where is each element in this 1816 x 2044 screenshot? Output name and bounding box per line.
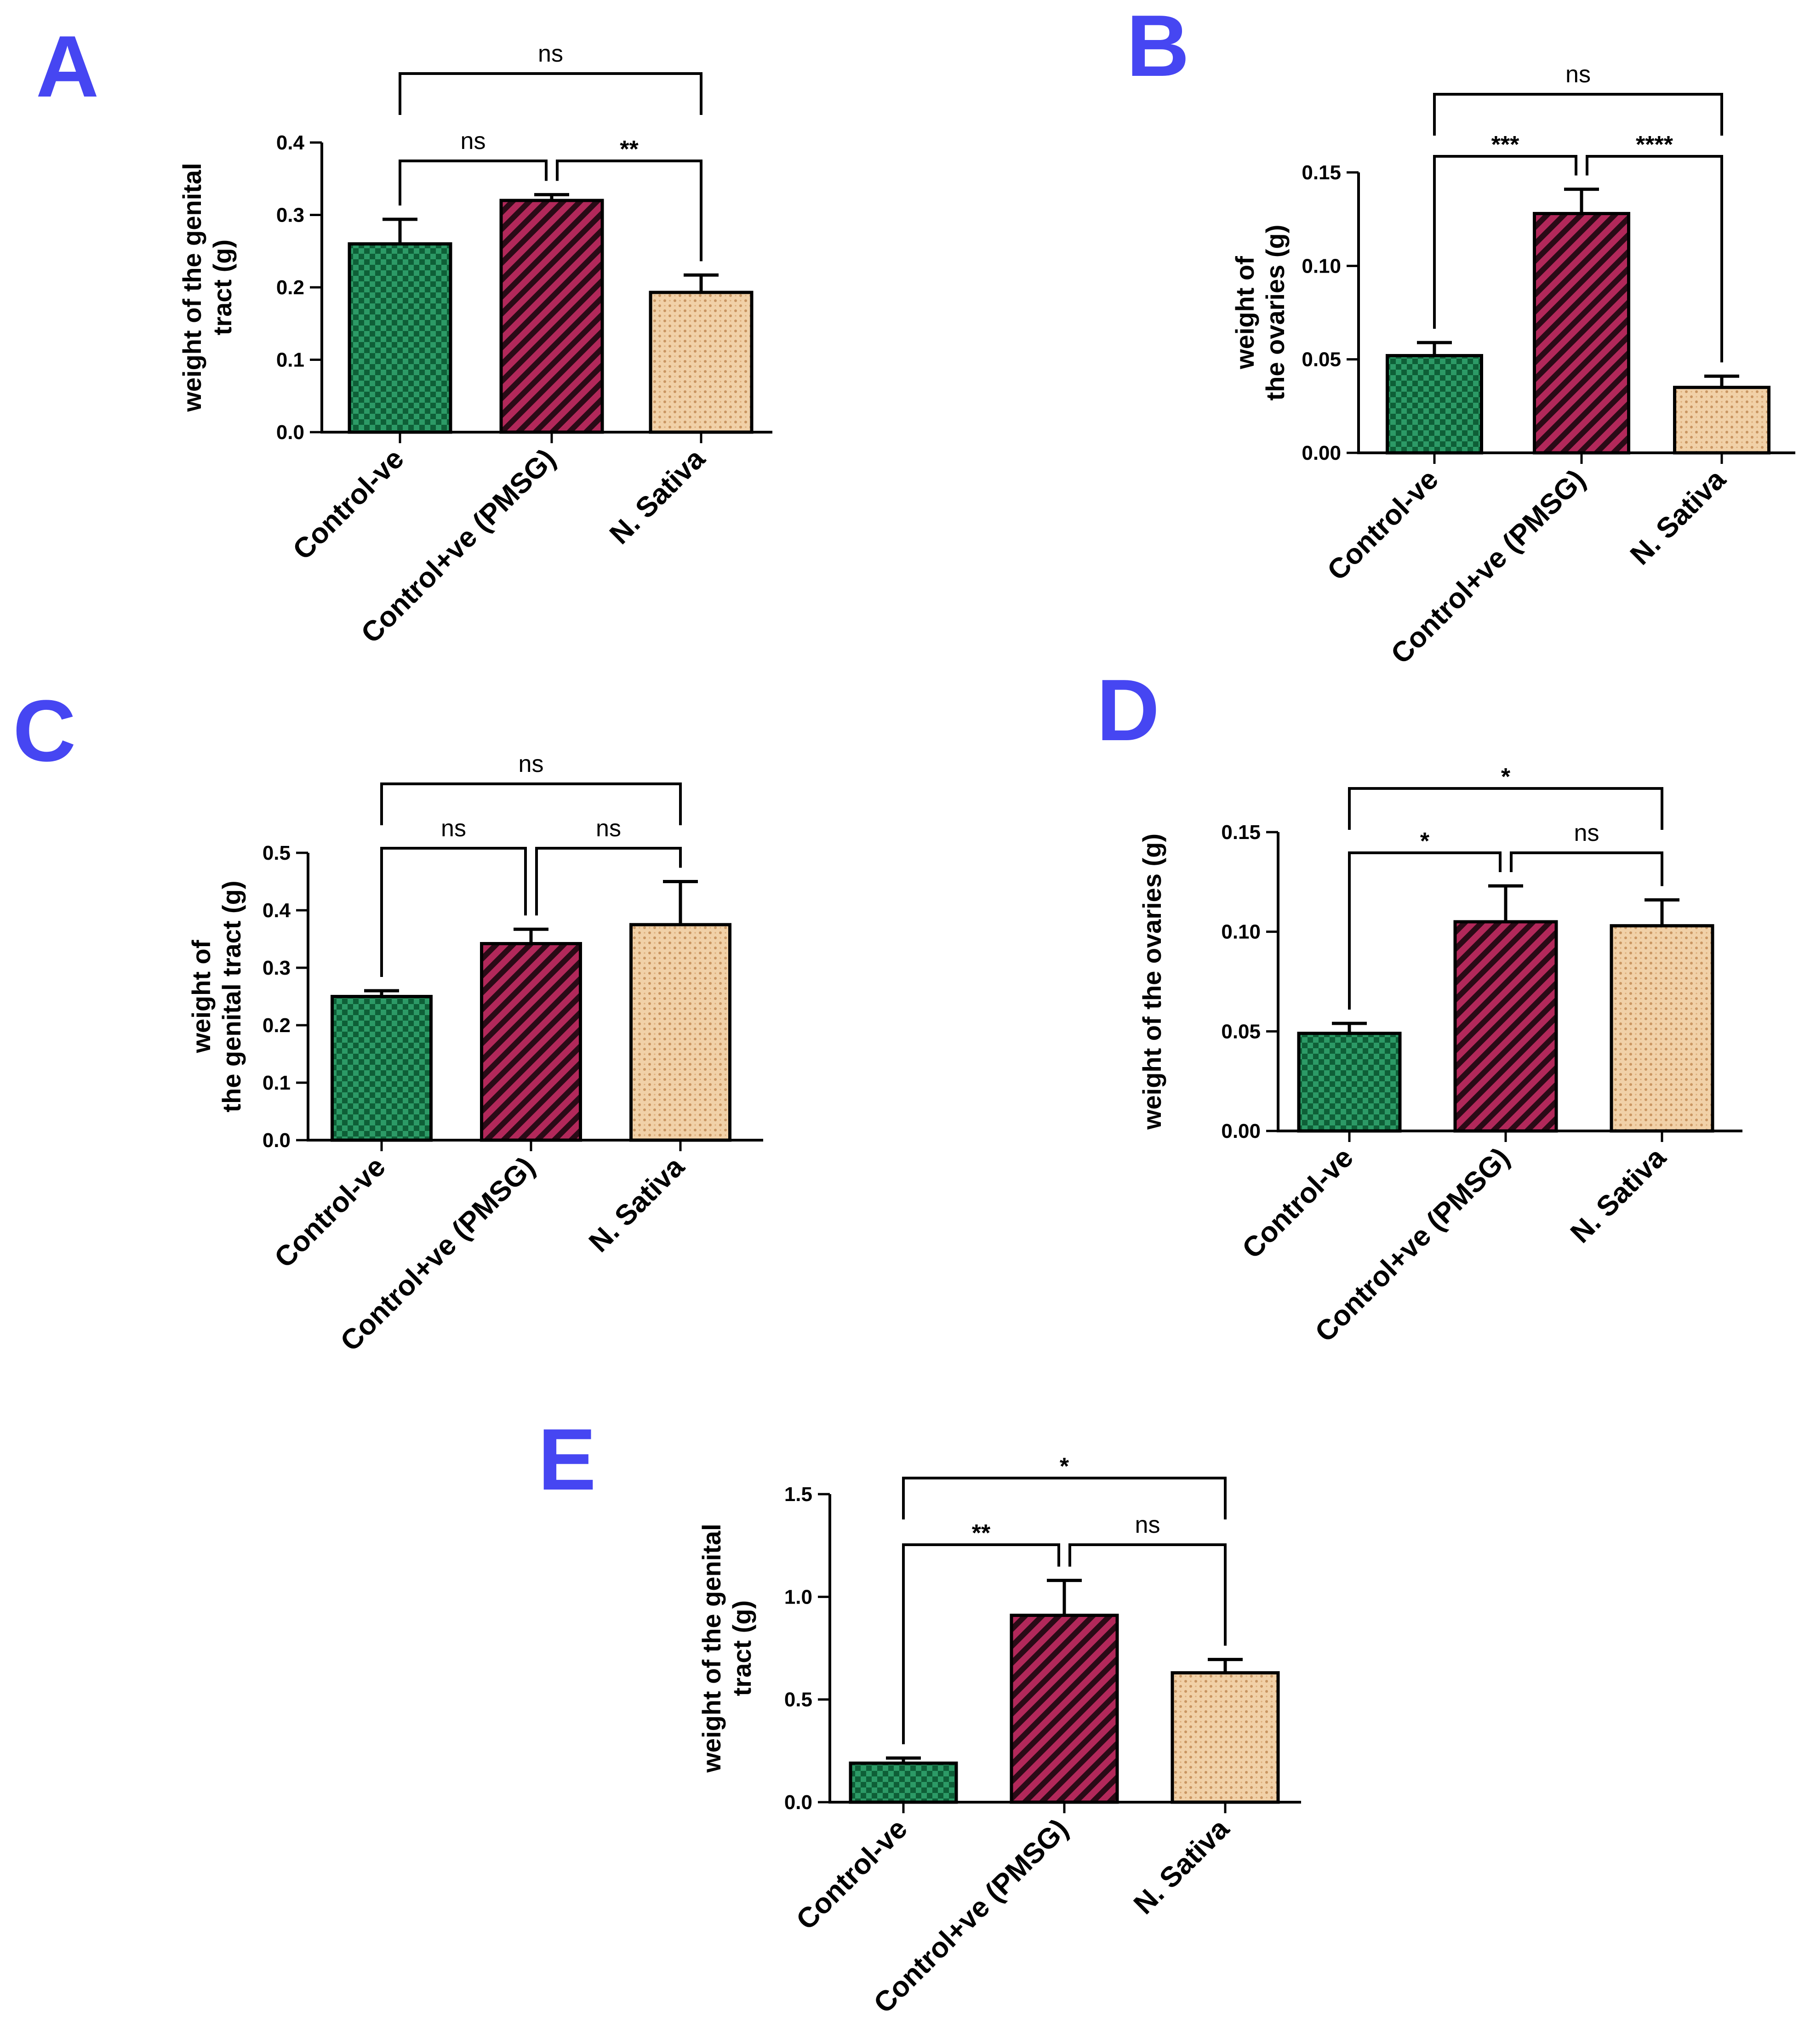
bar-n-sativa xyxy=(1610,924,1714,1133)
significance-label: *** xyxy=(1491,131,1519,158)
y-axis-label: tract (g) xyxy=(727,1600,756,1696)
y-axis-label: tract (g) xyxy=(208,240,237,335)
significance-bracket xyxy=(1433,93,1723,136)
bar-control-ve-pmsg- xyxy=(480,942,582,1142)
significance-bracket xyxy=(1068,1543,1227,1646)
bar-n-sativa xyxy=(1673,386,1770,455)
significance-label: * xyxy=(1501,764,1511,790)
y-axis-label: weight of the ovaries (g) xyxy=(1137,834,1166,1130)
significance-bracket xyxy=(1586,155,1723,363)
bar-n-sativa xyxy=(1171,1671,1280,1804)
significance-bracket xyxy=(1433,155,1577,329)
y-tick-label: 0.5 xyxy=(784,1689,812,1711)
x-category-label: N. Sativa xyxy=(1128,1813,1235,1920)
bar-control-ve xyxy=(348,242,452,434)
y-tick-label: 0.00 xyxy=(1221,1120,1261,1142)
chart-panel-c: C 0.0 0.1 0.2 0.3 0.4 0.5 weight of the genital … xyxy=(13,682,763,1358)
y-axis-label: weight of xyxy=(187,940,216,1053)
panel-label: A xyxy=(36,18,99,115)
y-tick-label: 0.5 xyxy=(263,842,291,864)
bar-control-ve-pmsg- xyxy=(1533,211,1630,455)
bar-n-sativa xyxy=(629,923,731,1142)
x-category-label: Control-ve xyxy=(1321,463,1445,587)
significance-bracket xyxy=(399,72,702,115)
y-tick-label: 0.3 xyxy=(276,204,304,227)
y-tick-label: 0.2 xyxy=(263,1014,291,1037)
significance-bracket xyxy=(535,847,682,916)
significance-label: ** xyxy=(620,136,639,163)
significance-label: ns xyxy=(1565,61,1591,88)
y-tick-label: 1.5 xyxy=(784,1483,812,1506)
y-tick-label: 0.4 xyxy=(276,131,305,154)
panel-label: B xyxy=(1126,0,1189,95)
y-tick-label: 0.15 xyxy=(1221,821,1261,844)
x-category-label: N. Sativa xyxy=(604,443,711,550)
significance-label: ns xyxy=(461,128,486,154)
panel-label: C xyxy=(13,682,76,780)
significance-label: * xyxy=(1420,828,1430,855)
y-axis-label: weight of xyxy=(1230,256,1259,370)
y-tick-label: 0.1 xyxy=(276,349,304,371)
y-tick-label: 0.0 xyxy=(784,1791,812,1814)
x-category-label: N. Sativa xyxy=(1624,463,1732,571)
significance-label: * xyxy=(1060,1453,1069,1480)
y-tick-label: 0.3 xyxy=(263,957,291,979)
y-tick-label: 0.1 xyxy=(263,1072,291,1094)
significance-label: ns xyxy=(1574,820,1599,846)
x-category-label: N. Sativa xyxy=(1565,1142,1672,1249)
y-tick-label: 0.00 xyxy=(1302,442,1341,464)
significance-label: ns xyxy=(519,751,544,777)
x-category-label: Control-ve xyxy=(790,1813,914,1936)
y-tick-label: 0.10 xyxy=(1302,255,1341,277)
significance-bracket xyxy=(556,160,702,262)
significance-bracket xyxy=(1348,787,1663,830)
x-category-label: Control-ve xyxy=(1236,1142,1359,1265)
significance-label: ns xyxy=(441,815,466,842)
significance-label: ns xyxy=(1135,1512,1160,1538)
bar-control-ve-pmsg- xyxy=(499,199,604,434)
bar-control-ve xyxy=(849,1761,958,1804)
panel-label: D xyxy=(1096,662,1159,759)
y-axis-label: the genital tract (g) xyxy=(217,880,246,1112)
chart-panel-e: E 0.0 0.5 1.0 1.5 weight of the genital tract … xyxy=(538,1411,1301,2020)
y-tick-label: 0.05 xyxy=(1302,348,1341,371)
y-tick-label: 0.0 xyxy=(276,421,304,444)
significance-label: **** xyxy=(1636,131,1673,158)
chart-panel-b: B 0.00 0.05 0.10 0.15 weight of the ovaries (g… xyxy=(1126,0,1795,670)
significance-label: ns xyxy=(596,815,621,842)
y-tick-label: 0.05 xyxy=(1221,1020,1261,1043)
y-tick-label: 0.15 xyxy=(1302,161,1341,184)
y-axis-label: weight of the genital xyxy=(697,1524,726,1773)
chart-panel-d: D 0.00 0.05 0.10 0.15 weight of the ovaries (… xyxy=(1096,662,1742,1348)
y-tick-label: 0.10 xyxy=(1221,921,1261,943)
bar-control-ve xyxy=(1297,1032,1402,1133)
y-axis-label: the ovaries (g) xyxy=(1261,225,1290,401)
significance-bracket xyxy=(380,782,682,825)
y-tick-label: 0.4 xyxy=(263,899,291,922)
bar-control-ve-pmsg- xyxy=(1010,1614,1119,1804)
panel-label: E xyxy=(538,1411,596,1508)
significance-bracket xyxy=(902,1477,1227,1519)
y-tick-label: 0.2 xyxy=(276,276,304,299)
significance-label: ns xyxy=(538,40,563,67)
y-tick-label: 0.0 xyxy=(263,1129,291,1152)
bar-control-ve xyxy=(1386,354,1483,455)
bar-n-sativa xyxy=(649,291,754,434)
x-category-label: Control-ve xyxy=(268,1151,392,1274)
significance-bracket xyxy=(1348,851,1502,1010)
significance-bracket xyxy=(902,1543,1060,1744)
significance-label: ** xyxy=(972,1520,991,1547)
significance-bracket xyxy=(1510,851,1663,886)
bar-control-ve xyxy=(331,995,433,1142)
chart-panel-a: A 0.0 0.1 0.2 0.3 0.4 weight of the genital tra… xyxy=(36,18,772,650)
bar-control-ve-pmsg- xyxy=(1453,920,1558,1133)
y-tick-label: 1.0 xyxy=(784,1586,812,1608)
x-category-label: N. Sativa xyxy=(583,1151,691,1258)
significance-bracket xyxy=(380,847,527,977)
significance-bracket xyxy=(399,160,548,206)
y-axis-label: weight of the genital xyxy=(177,163,206,412)
x-category-label: Control-ve xyxy=(287,443,410,566)
